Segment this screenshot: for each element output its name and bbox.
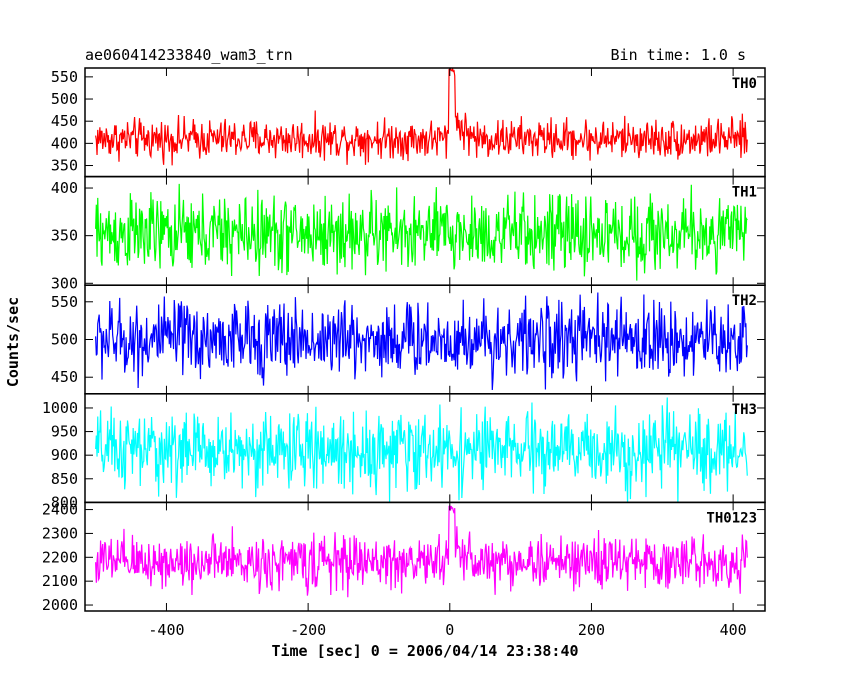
y-tick-label: 850: [51, 470, 78, 488]
y-tick-label: 450: [51, 112, 78, 130]
y-tick-label: 300: [51, 274, 78, 292]
panel-frame: [84, 67, 766, 178]
y-tick-label: 450: [51, 368, 78, 386]
x-tick-labels: -400 -200 0 200 400: [148, 621, 746, 639]
x-tick-label: -200: [290, 621, 326, 639]
y-tick-label: 500: [51, 90, 78, 108]
panel-th1: 300 350 400 TH1: [51, 175, 766, 292]
x-tick-label: 400: [720, 621, 747, 639]
panel-label-th3: TH3: [732, 402, 757, 418]
y-tick-label: 900: [51, 446, 78, 464]
y-tick-label: 350: [51, 157, 78, 175]
series-line-th0123: [95, 504, 748, 598]
series-line-th0: [95, 68, 748, 166]
y-tick-label: 400: [51, 134, 78, 152]
panel-th2: 450 500 550 TH2: [51, 284, 766, 395]
x-tick-label: 200: [578, 621, 605, 639]
y-tick-label: 2200: [42, 548, 78, 566]
panel-frame: [84, 284, 766, 395]
panel-frame: [84, 501, 766, 612]
y-tick-label: 500: [51, 331, 78, 349]
y-axis-title: Counts/sec: [4, 297, 22, 387]
panel-label-th2: TH2: [732, 293, 757, 309]
y-tick-label: 2100: [42, 572, 78, 590]
y-tick-label: 950: [51, 423, 78, 441]
y-tick-label: 2000: [42, 596, 78, 614]
y-tick-label: 1000: [42, 399, 78, 417]
y-tick-label: 2400: [42, 501, 78, 519]
series-line-th1: [95, 183, 748, 281]
panels: 350 400 450 500 550 TH0 300 350 400 TH1 450 500 550 T…: [42, 67, 766, 614]
y-tick-label: 400: [51, 179, 78, 197]
y-tick-label: 550: [51, 68, 78, 86]
y-tick-label: 550: [51, 293, 78, 311]
panel-label-th0123: TH0123: [706, 510, 757, 526]
x-tick-label: 0: [445, 621, 454, 639]
panel-label-th0: TH0: [732, 76, 757, 92]
panel-th0123: 2000 2100 2200 2300 2400 TH0123: [42, 501, 766, 614]
panel-label-th1: TH1: [732, 185, 757, 201]
y-tick-label: 800: [51, 493, 78, 511]
panel-th0: 350 400 450 500 550 TH0: [51, 67, 766, 178]
chart-title: ae060414233840_wam3_trn: [85, 46, 293, 64]
series-line-th2: [95, 292, 748, 391]
y-tick-label: 2300: [42, 524, 78, 542]
series-line-th3: [95, 397, 748, 503]
x-tick-label: -400: [148, 621, 184, 639]
bin-time-label: Bin time: 1.0 s: [611, 46, 746, 64]
panel-th3: 800 850 900 950 1000 TH3: [42, 393, 766, 511]
x-axis-title: Time [sec] 0 = 2006/04/14 23:38:40: [271, 642, 578, 660]
y-tick-label: 350: [51, 227, 78, 245]
